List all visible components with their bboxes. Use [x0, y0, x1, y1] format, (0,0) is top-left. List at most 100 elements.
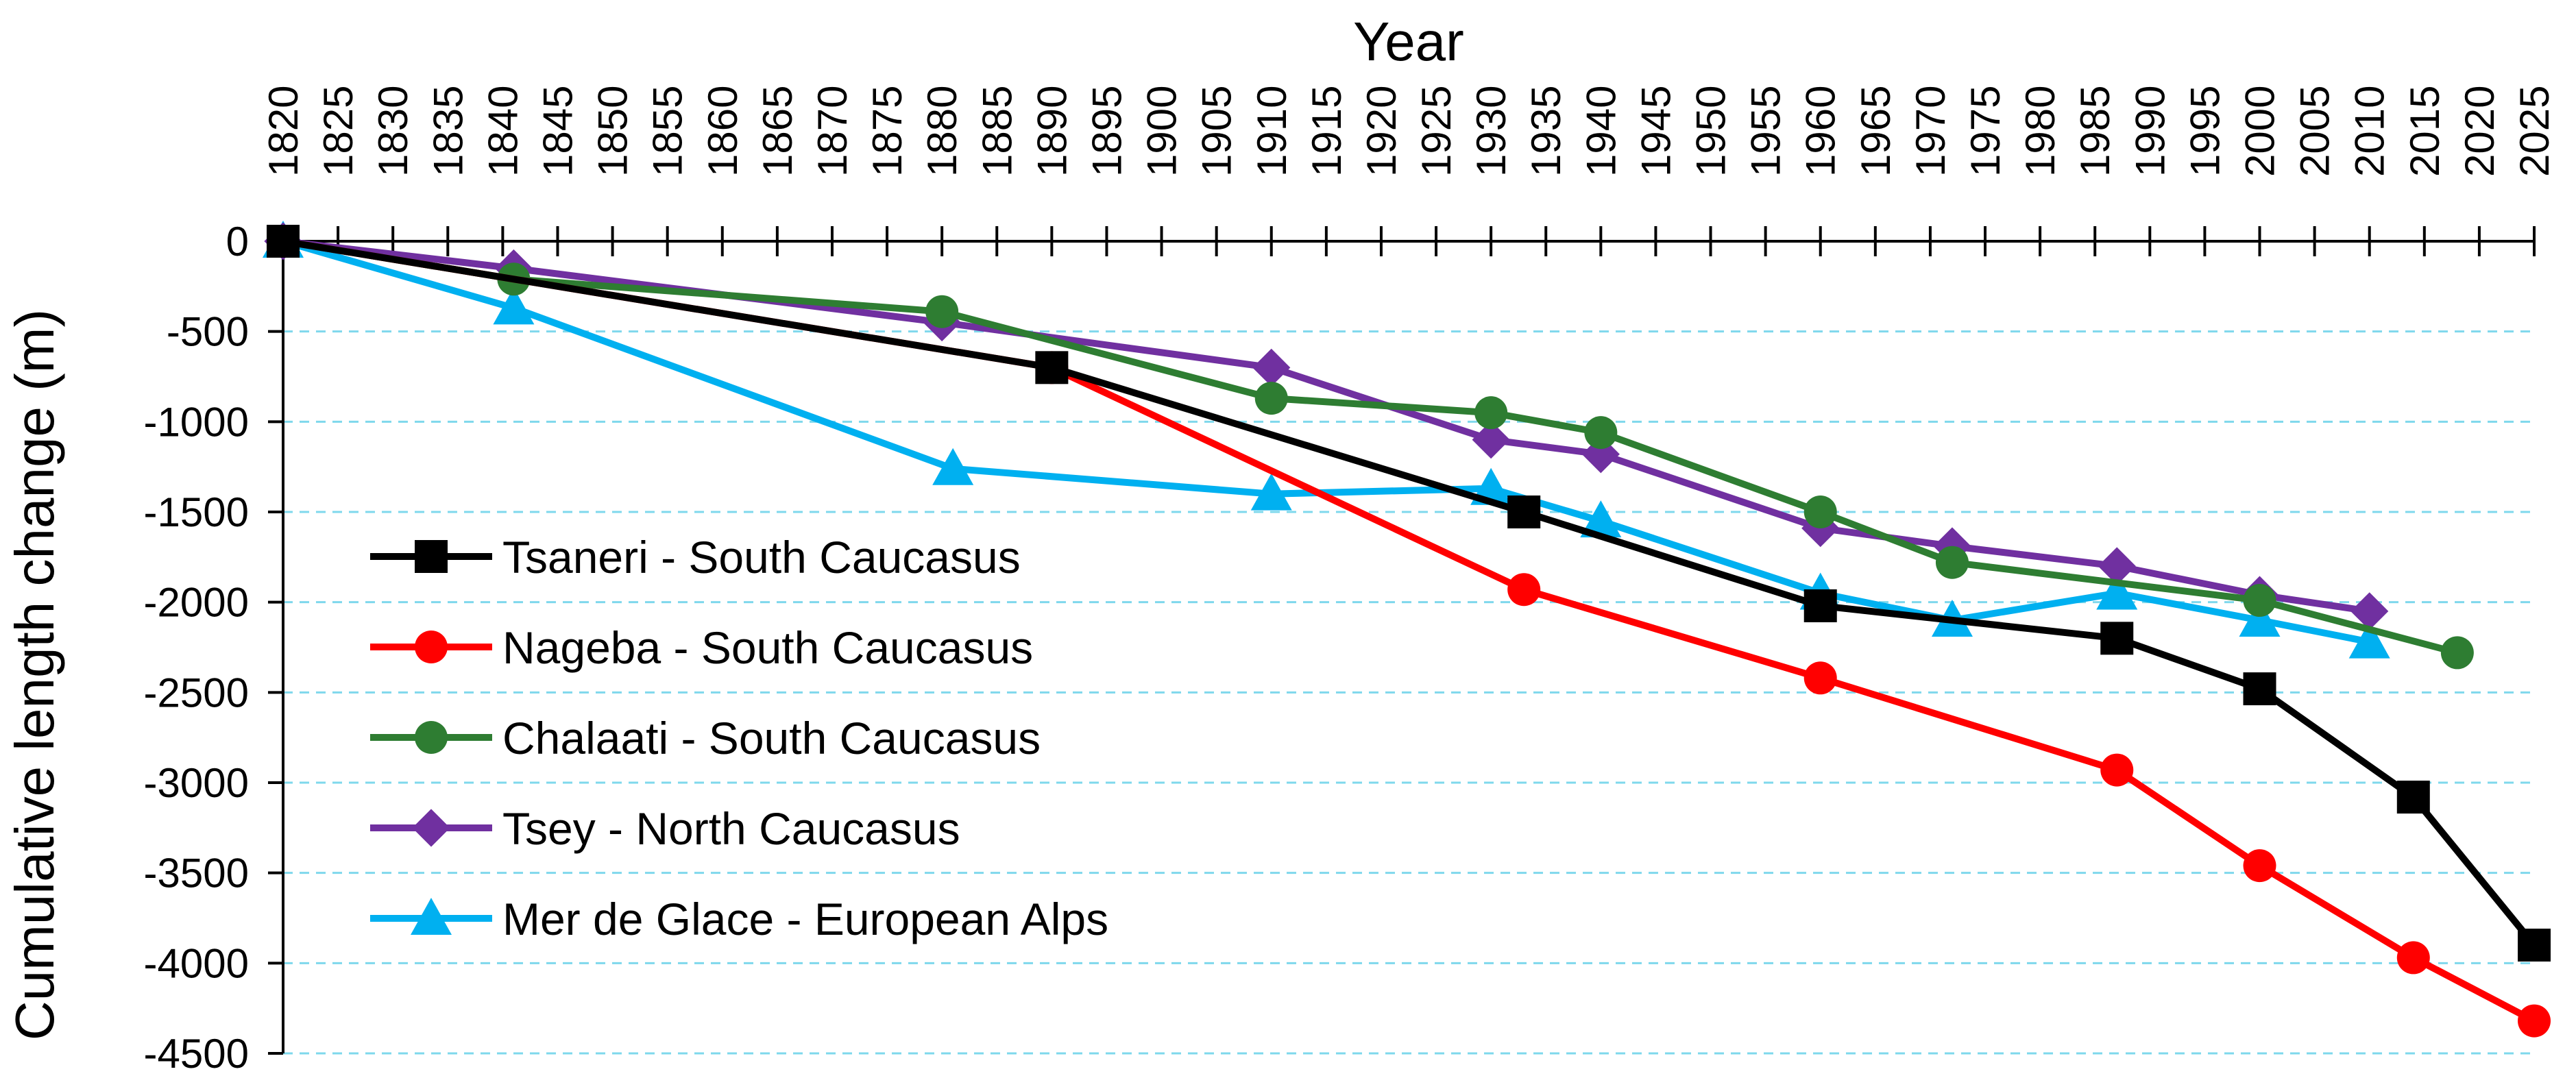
y-tick-label: -1000 [144, 399, 249, 445]
legend-entry-2: Chalaati - South Caucasus [370, 713, 1041, 763]
data-point [2100, 753, 2134, 787]
legend-label: Chalaati - South Caucasus [502, 713, 1041, 763]
x-tick-label: 1855 [645, 86, 691, 177]
data-point [932, 448, 974, 485]
y-tick-label: -1500 [144, 489, 249, 535]
y-tick-label: -3000 [144, 760, 249, 806]
x-tick-label: 1910 [1249, 86, 1295, 177]
x-tick-label: 1960 [1798, 86, 1844, 177]
data-point [267, 225, 300, 258]
y-axis-title: Cumulative length change (m) [4, 309, 65, 1040]
x-tick-label: 1820 [260, 86, 306, 177]
axes: 0 -500 -1000 -1500 -2000 -2500 -3000 -3500 -4000… [144, 86, 2557, 1077]
legend-label: Tsey - North Caucasus [502, 803, 960, 854]
x-tick-label: 1830 [370, 86, 416, 177]
x-tick-label: 1875 [864, 86, 910, 177]
x-tick-label: 1990 [2127, 86, 2173, 177]
x-tick-label: 1945 [1633, 86, 1679, 177]
data-point [2396, 941, 2430, 975]
series-0 [267, 225, 2551, 962]
data-point [1252, 348, 1291, 387]
x-tick-label: 2025 [2512, 86, 2557, 177]
x-tick-label: 1870 [810, 86, 855, 177]
x-tick-label: 1920 [1359, 86, 1405, 177]
x-tick-label: 1930 [1468, 86, 1514, 177]
legend-label: Tsaneri - South Caucasus [502, 532, 1021, 583]
legend-entry-3: Tsey - North Caucasus [370, 803, 960, 854]
data-point [2096, 572, 2138, 610]
legend: Tsaneri - South Caucasus Nageba - South C… [370, 532, 1108, 944]
x-tick-label: 1850 [590, 86, 636, 177]
data-point [1584, 416, 1618, 450]
x-tick-label: 1840 [480, 86, 526, 177]
series-line [280, 238, 2538, 1025]
x-tick-label: 1950 [1688, 86, 1734, 177]
y-tick-label: -2000 [144, 580, 249, 626]
x-tick-label: 1965 [1853, 86, 1899, 177]
data-point [2518, 1004, 2551, 1038]
legend-entry-1: Nageba - South Caucasus [370, 622, 1033, 673]
y-tick-label: -3500 [144, 851, 249, 896]
data-point [2098, 547, 2136, 585]
data-point [2396, 781, 2430, 814]
x-tick-label: 2015 [2402, 86, 2448, 177]
data-point [1474, 396, 1508, 430]
data-point [2518, 929, 2551, 962]
x-tick-label: 1975 [1963, 86, 2008, 177]
legend-label: Mer de Glace - European Alps [502, 894, 1108, 944]
x-tick-label: 1895 [1084, 86, 1130, 177]
x-tick-label: 1940 [1578, 86, 1624, 177]
y-tick-label: -4000 [144, 940, 249, 986]
data-point [2243, 584, 2276, 617]
data-point [2100, 622, 2134, 655]
x-tick-label: 1880 [919, 86, 965, 177]
x-tick-label: 1995 [2182, 86, 2228, 177]
data-point [1507, 495, 1541, 528]
data-point [1580, 500, 1622, 538]
legend-marker [411, 898, 452, 935]
x-tick-label: 1845 [535, 86, 581, 177]
data-point [1472, 421, 1510, 459]
x-tick-label: 1835 [425, 86, 471, 177]
x-tick-label: 1860 [700, 86, 746, 177]
data-point [1935, 546, 1969, 579]
data-point [1254, 382, 1288, 415]
series-line [280, 238, 2461, 657]
x-tick-label: 1905 [1194, 86, 1240, 177]
x-tick-label: 1925 [1413, 86, 1459, 177]
x-tick-label: 2005 [2292, 86, 2338, 177]
series-line [280, 238, 2538, 949]
x-tick-label: 1915 [1304, 86, 1350, 177]
x-tick-label: 1955 [1743, 86, 1789, 177]
legend-marker [415, 631, 448, 663]
x-tick-label: 1865 [755, 86, 801, 177]
x-tick-label: 1985 [2072, 86, 2118, 177]
y-tick-label: -2500 [144, 670, 249, 715]
data-point [1507, 573, 1541, 607]
x-tick-label: 1935 [1523, 86, 1569, 177]
data-point [1803, 589, 1837, 622]
x-tick-label: 1825 [315, 86, 361, 177]
series-1 [267, 225, 2551, 1038]
x-axis-title: Year [1353, 11, 1464, 72]
x-tick-label: 1900 [1139, 86, 1185, 177]
legend-marker [415, 721, 448, 754]
data-point [1803, 495, 1837, 528]
data-point [2350, 592, 2389, 631]
data-point [2243, 672, 2276, 706]
x-tick-label: 2000 [2237, 86, 2283, 177]
gridlines [283, 330, 2534, 1055]
data-point [2243, 849, 2276, 883]
x-tick-label: 1980 [2017, 86, 2063, 177]
legend-marker [412, 809, 450, 847]
x-tick-label: 2010 [2347, 86, 2393, 177]
data-point [493, 287, 535, 325]
data-point [1803, 661, 1837, 695]
y-tick-label: -4500 [144, 1031, 249, 1077]
data-point [2440, 636, 2474, 670]
legend-entry-4: Mer de Glace - European Alps [370, 894, 1108, 944]
data-point [1250, 473, 1292, 511]
data-point [2348, 621, 2390, 659]
